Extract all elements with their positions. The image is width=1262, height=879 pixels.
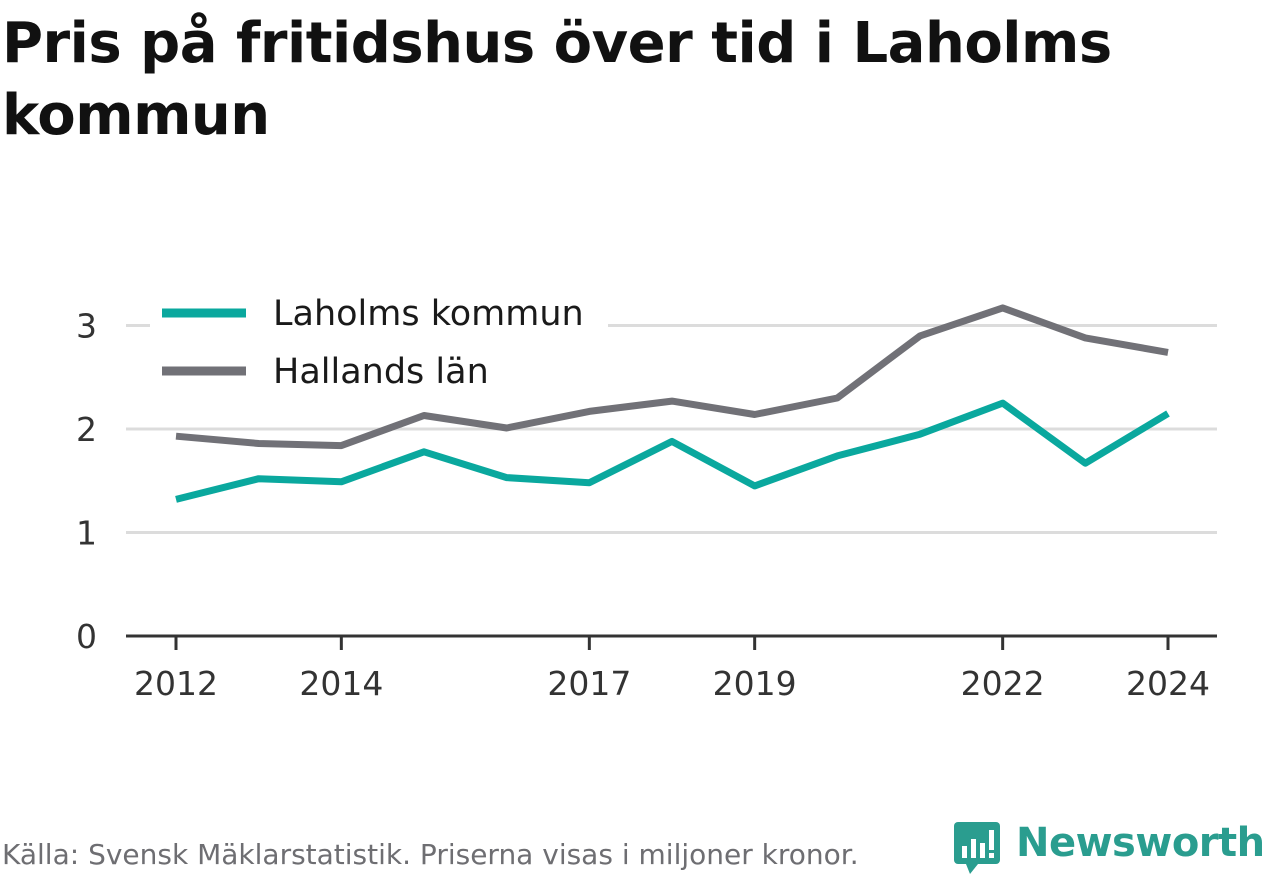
x-tick-label: 2024 — [1126, 664, 1210, 703]
x-tick-label: 2017 — [547, 664, 631, 703]
series-line-laholm — [175, 399, 1170, 503]
brand-name: Newsworthy — [1016, 820, 1262, 866]
y-tick-label: 0 — [76, 617, 97, 656]
x-tick-label: 2019 — [713, 664, 797, 703]
series-lines — [175, 304, 1170, 503]
source-note: Källa: Svensk Mäklarstatistik. Priserna … — [2, 838, 859, 871]
y-tick-label: 2 — [76, 410, 97, 449]
series-line-halland — [175, 304, 1169, 450]
y-tick-label: 3 — [76, 307, 97, 346]
newsworthy-logo: Newsworthy — [950, 818, 1262, 878]
legend-label-laholm: Laholms kommun — [273, 294, 584, 334]
chart-title: Pris på fritidshus över tid i Laholms ko… — [2, 11, 1112, 148]
legend: Laholms kommun Hallands län — [150, 292, 608, 392]
x-tick-label: 2014 — [299, 664, 383, 703]
x-tick-label: 2012 — [134, 664, 218, 703]
newsworthy-icon — [954, 822, 1000, 874]
legend-label-halland: Hallands län — [273, 352, 489, 392]
y-tick-label: 1 — [76, 514, 97, 553]
x-tick-label: 2022 — [961, 664, 1045, 703]
axes: 0 1 2 3 2012 2014 2017 2019 2022 2024 — [76, 307, 1217, 703]
